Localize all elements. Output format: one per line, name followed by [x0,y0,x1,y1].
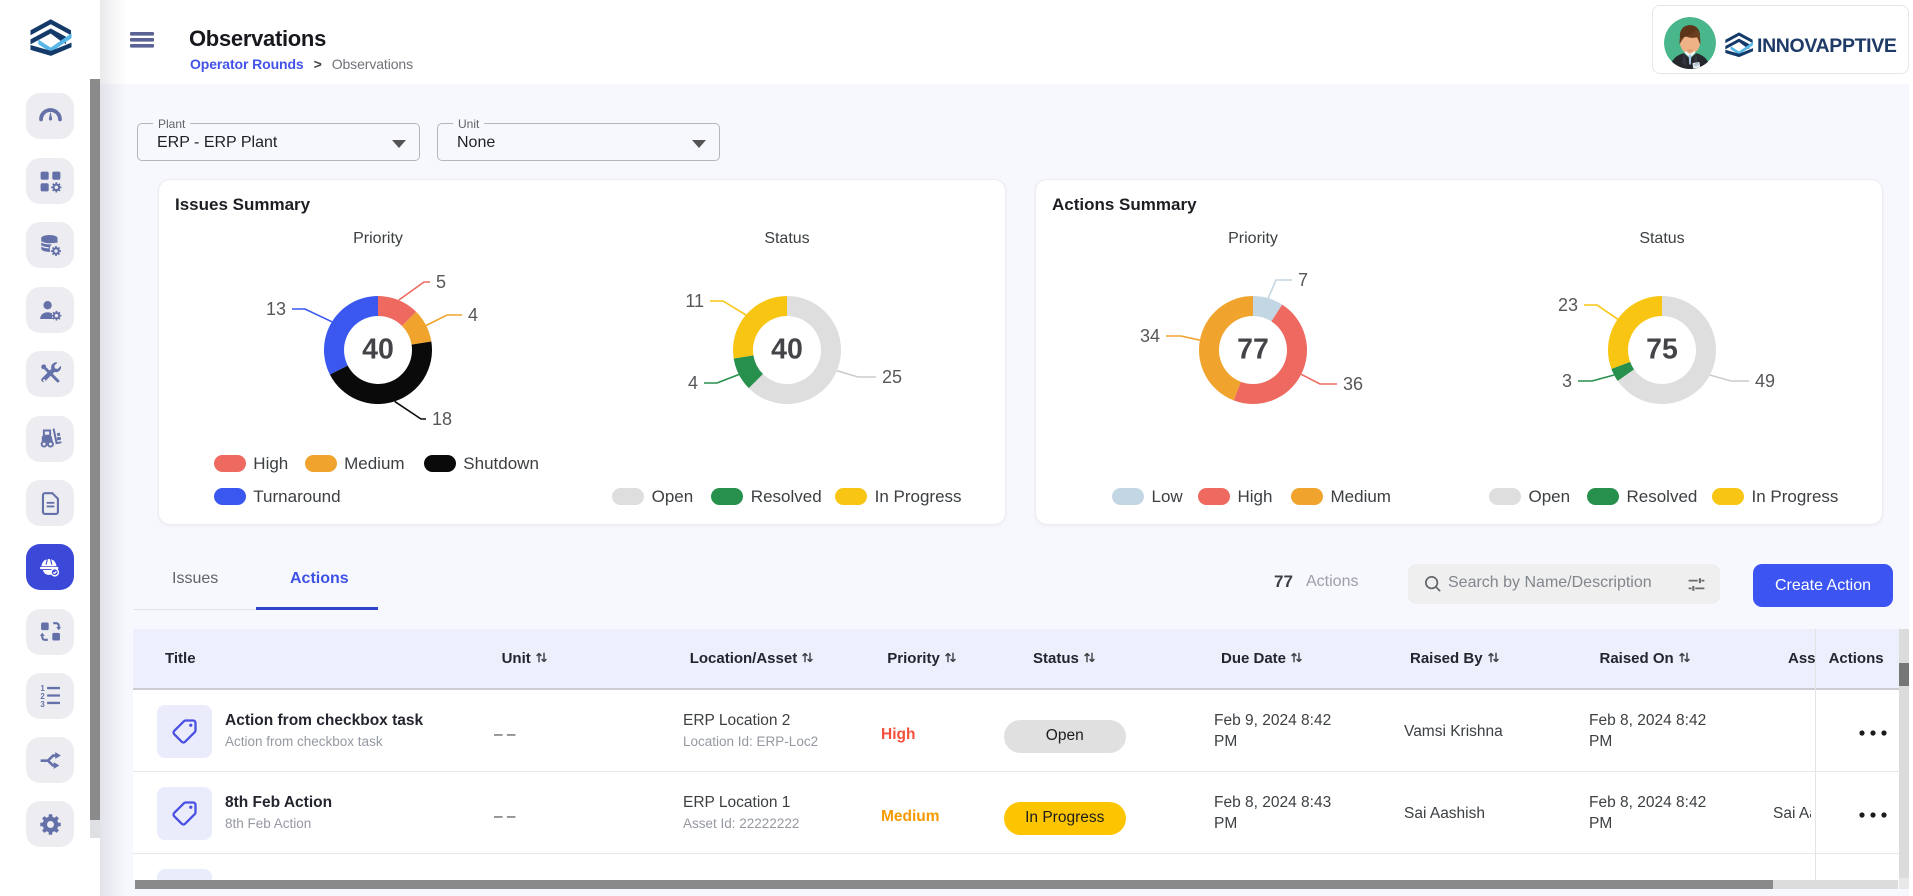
svg-text:34: 34 [1140,326,1160,346]
svg-text:5: 5 [436,272,446,292]
svg-text:25: 25 [882,367,902,387]
svg-text:49: 49 [1755,371,1775,391]
svg-text:11: 11 [685,291,704,311]
svg-text:18: 18 [432,409,452,429]
svg-text:4: 4 [688,373,698,393]
svg-text:7: 7 [1298,270,1308,290]
svg-text:40: 40 [771,334,803,366]
svg-text:36: 36 [1343,374,1363,394]
svg-text:3: 3 [1562,371,1572,391]
svg-text:40: 40 [362,334,394,366]
svg-text:23: 23 [1558,295,1578,315]
svg-text:3: 3 [40,700,45,709]
svg-text:75: 75 [1646,334,1678,366]
svg-text:1: 1 [40,684,45,693]
svg-text:4: 4 [468,305,478,325]
svg-text:77: 77 [1237,334,1269,366]
svg-text:13: 13 [266,299,286,319]
svg-text:2: 2 [40,692,45,701]
